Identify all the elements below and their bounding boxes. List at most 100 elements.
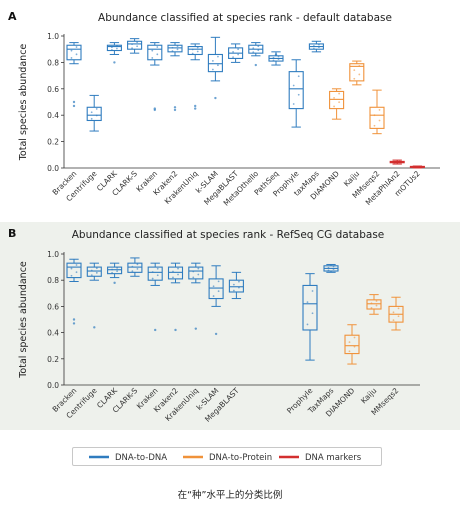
data-point xyxy=(110,46,113,49)
box-iqr xyxy=(147,44,163,61)
box-taxmaps xyxy=(323,263,339,273)
outlier-point xyxy=(274,53,278,56)
y-tick-label: 0.6 xyxy=(47,85,59,94)
box-centrifuge xyxy=(86,94,102,132)
box-clark-s xyxy=(127,257,143,277)
outlier-point xyxy=(154,328,157,332)
panel-b: B Abundance classified at species rank - … xyxy=(0,222,460,430)
data-point xyxy=(237,48,240,51)
box-iqr xyxy=(302,284,318,331)
data-point xyxy=(95,108,98,110)
data-point xyxy=(156,267,159,270)
box-taxmaps xyxy=(308,40,324,53)
data-point xyxy=(333,96,335,99)
box-clark xyxy=(106,42,122,64)
box-iqr xyxy=(86,106,102,122)
box-iqr xyxy=(207,53,223,73)
data-point xyxy=(151,57,154,59)
box-metaothello xyxy=(248,42,264,67)
data-point xyxy=(257,45,260,48)
y-tick-label: 0.2 xyxy=(47,355,59,364)
chart-a: A Abundance classified at species rank - … xyxy=(8,10,440,208)
data-point xyxy=(370,302,373,305)
data-point xyxy=(378,109,381,111)
data-point xyxy=(111,271,113,274)
data-point xyxy=(90,274,93,277)
panel-label: B xyxy=(8,227,16,240)
y-axis-label: Total species abundance xyxy=(18,44,29,162)
data-point xyxy=(172,270,174,273)
data-point xyxy=(131,43,133,46)
y-tick-label: 0.0 xyxy=(47,164,59,173)
panel-a: A Abundance classified at species rank - … xyxy=(0,0,460,222)
box-megablast xyxy=(228,271,244,300)
data-point xyxy=(75,53,78,56)
box-k-slam xyxy=(208,265,224,336)
data-point xyxy=(238,280,240,283)
y-tick-label: 0.2 xyxy=(47,138,59,147)
legend: DNA-to-DNA DNA-to-Protein DNA markers xyxy=(72,447,382,466)
data-point xyxy=(116,270,119,273)
data-point xyxy=(338,101,341,104)
data-point xyxy=(392,319,395,322)
data-point xyxy=(306,323,309,326)
box-diamond xyxy=(329,88,345,120)
legend-svg: DNA-to-DNA DNA-to-Protein DNA markers xyxy=(89,453,362,463)
box-krakenuniq xyxy=(187,43,203,110)
data-point xyxy=(217,280,220,283)
data-point xyxy=(358,73,361,76)
data-point xyxy=(312,45,315,47)
box-iqr xyxy=(167,44,183,53)
data-point xyxy=(375,300,378,302)
box-kaiju xyxy=(349,60,365,86)
box-iqr xyxy=(329,90,345,110)
legend-label: DNA-to-DNA xyxy=(115,453,167,463)
box-prophyle xyxy=(288,59,304,128)
data-point xyxy=(353,336,356,339)
data-point xyxy=(277,55,280,58)
data-point xyxy=(116,47,118,50)
outlier-point xyxy=(194,107,197,110)
box-kraken xyxy=(147,42,163,112)
data-point xyxy=(171,46,174,49)
outlier-point xyxy=(214,332,218,336)
data-point xyxy=(151,49,154,52)
data-point xyxy=(191,52,194,55)
data-point xyxy=(277,58,280,60)
data-point xyxy=(348,341,351,343)
data-point xyxy=(232,283,235,286)
box-kraken xyxy=(147,262,163,332)
outlier-point xyxy=(173,106,177,109)
outlier-point xyxy=(72,100,76,104)
box-iqr xyxy=(228,279,244,293)
box-prophyle xyxy=(302,273,318,361)
box-iqr xyxy=(344,334,360,355)
y-tick-label: 0.0 xyxy=(47,381,59,390)
box-iqr xyxy=(288,71,304,110)
data-point xyxy=(211,68,214,71)
legend-label: DNA-to-Protein xyxy=(209,453,272,463)
data-point xyxy=(136,41,139,44)
data-point xyxy=(232,50,234,53)
data-point xyxy=(348,350,351,353)
data-point xyxy=(212,285,215,288)
legend-item: DNA-to-Protein xyxy=(183,453,272,463)
data-point xyxy=(136,268,139,270)
data-point xyxy=(156,53,159,56)
box-iqr xyxy=(127,262,143,273)
box-iqr xyxy=(86,266,102,277)
data-point xyxy=(318,46,320,49)
data-point xyxy=(156,46,159,48)
box-kraken2 xyxy=(167,42,183,112)
box-clark-s xyxy=(127,38,143,54)
box-megablast xyxy=(228,43,244,63)
outlier-point xyxy=(174,328,177,332)
data-point xyxy=(75,264,78,266)
outlier-point xyxy=(93,326,96,329)
box-diamond xyxy=(344,324,360,365)
box-clark xyxy=(107,262,123,285)
data-point xyxy=(171,50,174,52)
box-bracken xyxy=(66,42,82,108)
data-point xyxy=(353,69,356,72)
data-point xyxy=(272,59,275,62)
